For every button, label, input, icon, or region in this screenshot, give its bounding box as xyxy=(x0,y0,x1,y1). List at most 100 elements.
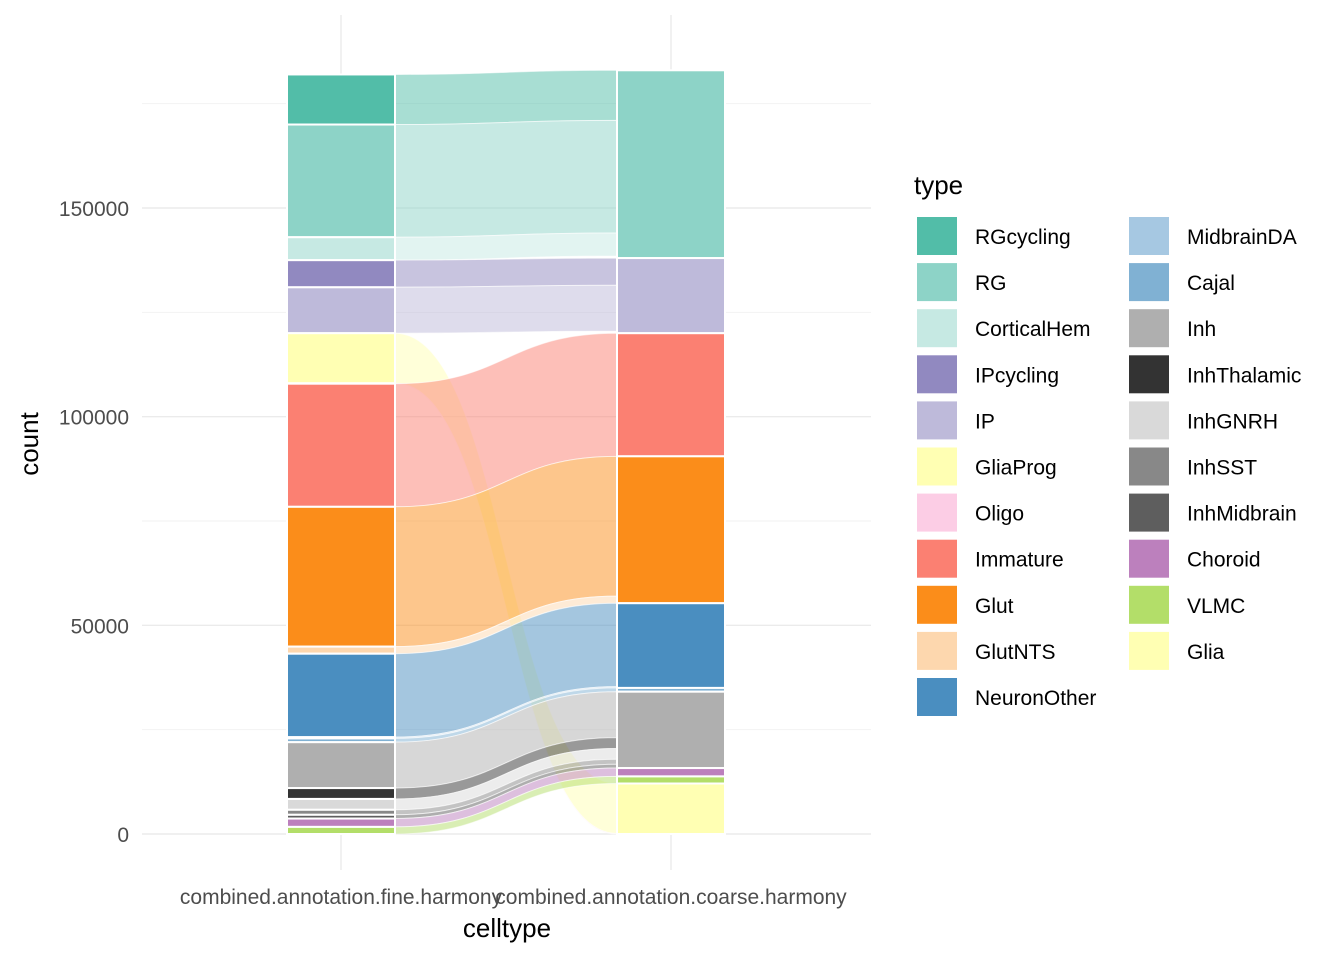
legend-label-corticalhem: CorticalHem xyxy=(975,318,1091,341)
legend-item-vlmc: VLMC xyxy=(1129,585,1245,624)
legend-swatch-vlmc xyxy=(1129,585,1169,624)
x-axis-title: celltype xyxy=(463,913,551,943)
legend-swatch-choroid xyxy=(1129,539,1169,578)
fine-stratum-glut xyxy=(286,505,396,648)
fine-stratum-rgcycling xyxy=(286,73,396,126)
coarse-stratum-neuronother xyxy=(616,602,726,689)
legend-swatch-oligo xyxy=(917,493,957,532)
legend-item-inh: Inh xyxy=(1129,309,1216,348)
legend-swatch-rg xyxy=(917,263,957,302)
legend-label-inhmidbrain: InhMidbrain xyxy=(1187,503,1297,526)
fine-stratum-glutnts xyxy=(286,645,396,655)
fine-stratum-ip xyxy=(286,286,396,335)
flow-ip xyxy=(394,284,618,334)
legend-label-inhgnrh: InhGNRH xyxy=(1187,410,1278,433)
axis-layer: celltype count 0 50000 100000 150000 combine… xyxy=(14,198,847,943)
legend-label-midbrainda: MidbrainDA xyxy=(1187,226,1297,249)
legend-item-corticalhem: CorticalHem xyxy=(917,309,1091,348)
y-axis-title: count xyxy=(14,411,44,475)
fine-stratum-neuronother xyxy=(286,652,396,739)
y-tick-label-0: 0 xyxy=(117,824,129,847)
coarse-stratum-ip xyxy=(616,257,726,335)
x-tick-label-0: combined.annotation.fine.harmony xyxy=(180,886,503,909)
legend-item-rgcycling: RGcycling xyxy=(917,217,1071,255)
legend-label-vlmc: VLMC xyxy=(1187,595,1245,618)
y-tick-label-100000: 100000 xyxy=(59,407,129,430)
legend-label-oligo: Oligo xyxy=(975,503,1024,526)
legend-swatch-cajal xyxy=(1129,263,1169,302)
fine-stratum-immature xyxy=(286,382,396,508)
coarse-stratum-glia xyxy=(616,782,726,836)
legend-item-inhthalamic: InhThalamic xyxy=(1129,355,1301,394)
legend-item-rg: RG xyxy=(917,263,1007,302)
legend-label-inhthalamic: InhThalamic xyxy=(1187,364,1301,387)
legend-swatch-immature xyxy=(917,539,957,578)
legend-swatch-rgcycling xyxy=(917,217,957,255)
fine-stratum-gliaprog xyxy=(286,332,396,385)
legend-label-inh: Inh xyxy=(1187,318,1216,341)
flow-corticalhem xyxy=(394,232,618,261)
legend-item-oligo: Oligo xyxy=(917,493,1024,532)
legend-swatch-glia xyxy=(1129,631,1169,670)
legend-item-glia: Glia xyxy=(1129,631,1225,670)
legend-swatch-inhgnrh xyxy=(1129,401,1169,440)
legend-item-glut: Glut xyxy=(917,585,1014,624)
fine-stratum-inhthalamic xyxy=(286,787,396,800)
legend-label-glia: Glia xyxy=(1187,641,1225,664)
coarse-stratum-choroid xyxy=(616,767,726,778)
legend-items: RGcycling RG CorticalHem IPcycling IP GliaPro… xyxy=(917,217,1301,716)
legend-item-neuronother: NeuronOther xyxy=(917,678,1096,716)
coarse-stratum-immature xyxy=(616,332,726,458)
legend-swatch-inhsst xyxy=(1129,447,1169,486)
legend-swatch-inh xyxy=(1129,309,1169,348)
legend-swatch-inhmidbrain xyxy=(1129,493,1169,532)
flow-rgcycling xyxy=(394,69,618,126)
flow-layer xyxy=(394,69,618,835)
legend-label-glutnts: GlutNTS xyxy=(975,641,1056,664)
fine-stratum-rg xyxy=(286,123,396,239)
x-tick-label-1: combined.annotation.coarse.harmony xyxy=(495,886,847,909)
legend-swatch-gliaprog xyxy=(917,447,957,486)
legend-swatch-midbrainda xyxy=(1129,217,1169,255)
legend-item-inhmidbrain: InhMidbrain xyxy=(1129,493,1297,532)
legend-item-midbrainda: MidbrainDA xyxy=(1129,217,1297,255)
fine-stratum-ipcycling xyxy=(286,259,396,289)
legend-label-ip: IP xyxy=(975,410,995,433)
legend-swatch-ipcycling xyxy=(917,355,957,394)
legend-swatch-corticalhem xyxy=(917,309,957,348)
legend-label-glut: Glut xyxy=(975,595,1014,618)
legend-label-inhsst: InhSST xyxy=(1187,457,1257,480)
fine-stratum-inhgnrh xyxy=(286,797,396,811)
legend-label-ipcycling: IPcycling xyxy=(975,364,1059,387)
flow-ipcycling xyxy=(394,257,618,288)
legend-item-inhsst: InhSST xyxy=(1129,447,1257,486)
legend: type RGcycling RG CorticalHem IPcycling IP Gl… xyxy=(914,170,1301,716)
fine-stratum-choroid xyxy=(286,817,396,828)
legend-label-rg: RG xyxy=(975,272,1007,295)
fine-stratum-corticalhem xyxy=(286,236,396,262)
stratum-layer xyxy=(286,69,726,836)
legend-label-immature: Immature xyxy=(975,549,1064,572)
legend-swatch-neuronother xyxy=(917,678,957,716)
coarse-stratum-inh xyxy=(616,690,726,770)
legend-title: type xyxy=(914,170,963,200)
legend-item-choroid: Choroid xyxy=(1129,539,1261,578)
legend-item-glutnts: GlutNTS xyxy=(917,631,1056,670)
y-tick-label-150000: 150000 xyxy=(59,198,129,221)
coarse-stratum-rg xyxy=(616,69,726,260)
legend-swatch-glutnts xyxy=(917,631,957,670)
legend-item-immature: Immature xyxy=(917,539,1064,578)
y-tick-label-50000: 50000 xyxy=(71,615,129,638)
legend-swatch-glut xyxy=(917,585,957,624)
flow-rg xyxy=(394,119,618,238)
fine-stratum-inh xyxy=(286,741,396,790)
legend-label-gliaprog: GliaProg xyxy=(975,457,1057,480)
legend-item-cajal: Cajal xyxy=(1129,263,1235,302)
fine-stratum-vlmc xyxy=(286,825,396,836)
legend-item-ip: IP xyxy=(917,401,995,440)
legend-swatch-inhthalamic xyxy=(1129,355,1169,394)
coarse-stratum-vlmc xyxy=(616,775,726,785)
coarse-stratum-glut xyxy=(616,455,726,605)
